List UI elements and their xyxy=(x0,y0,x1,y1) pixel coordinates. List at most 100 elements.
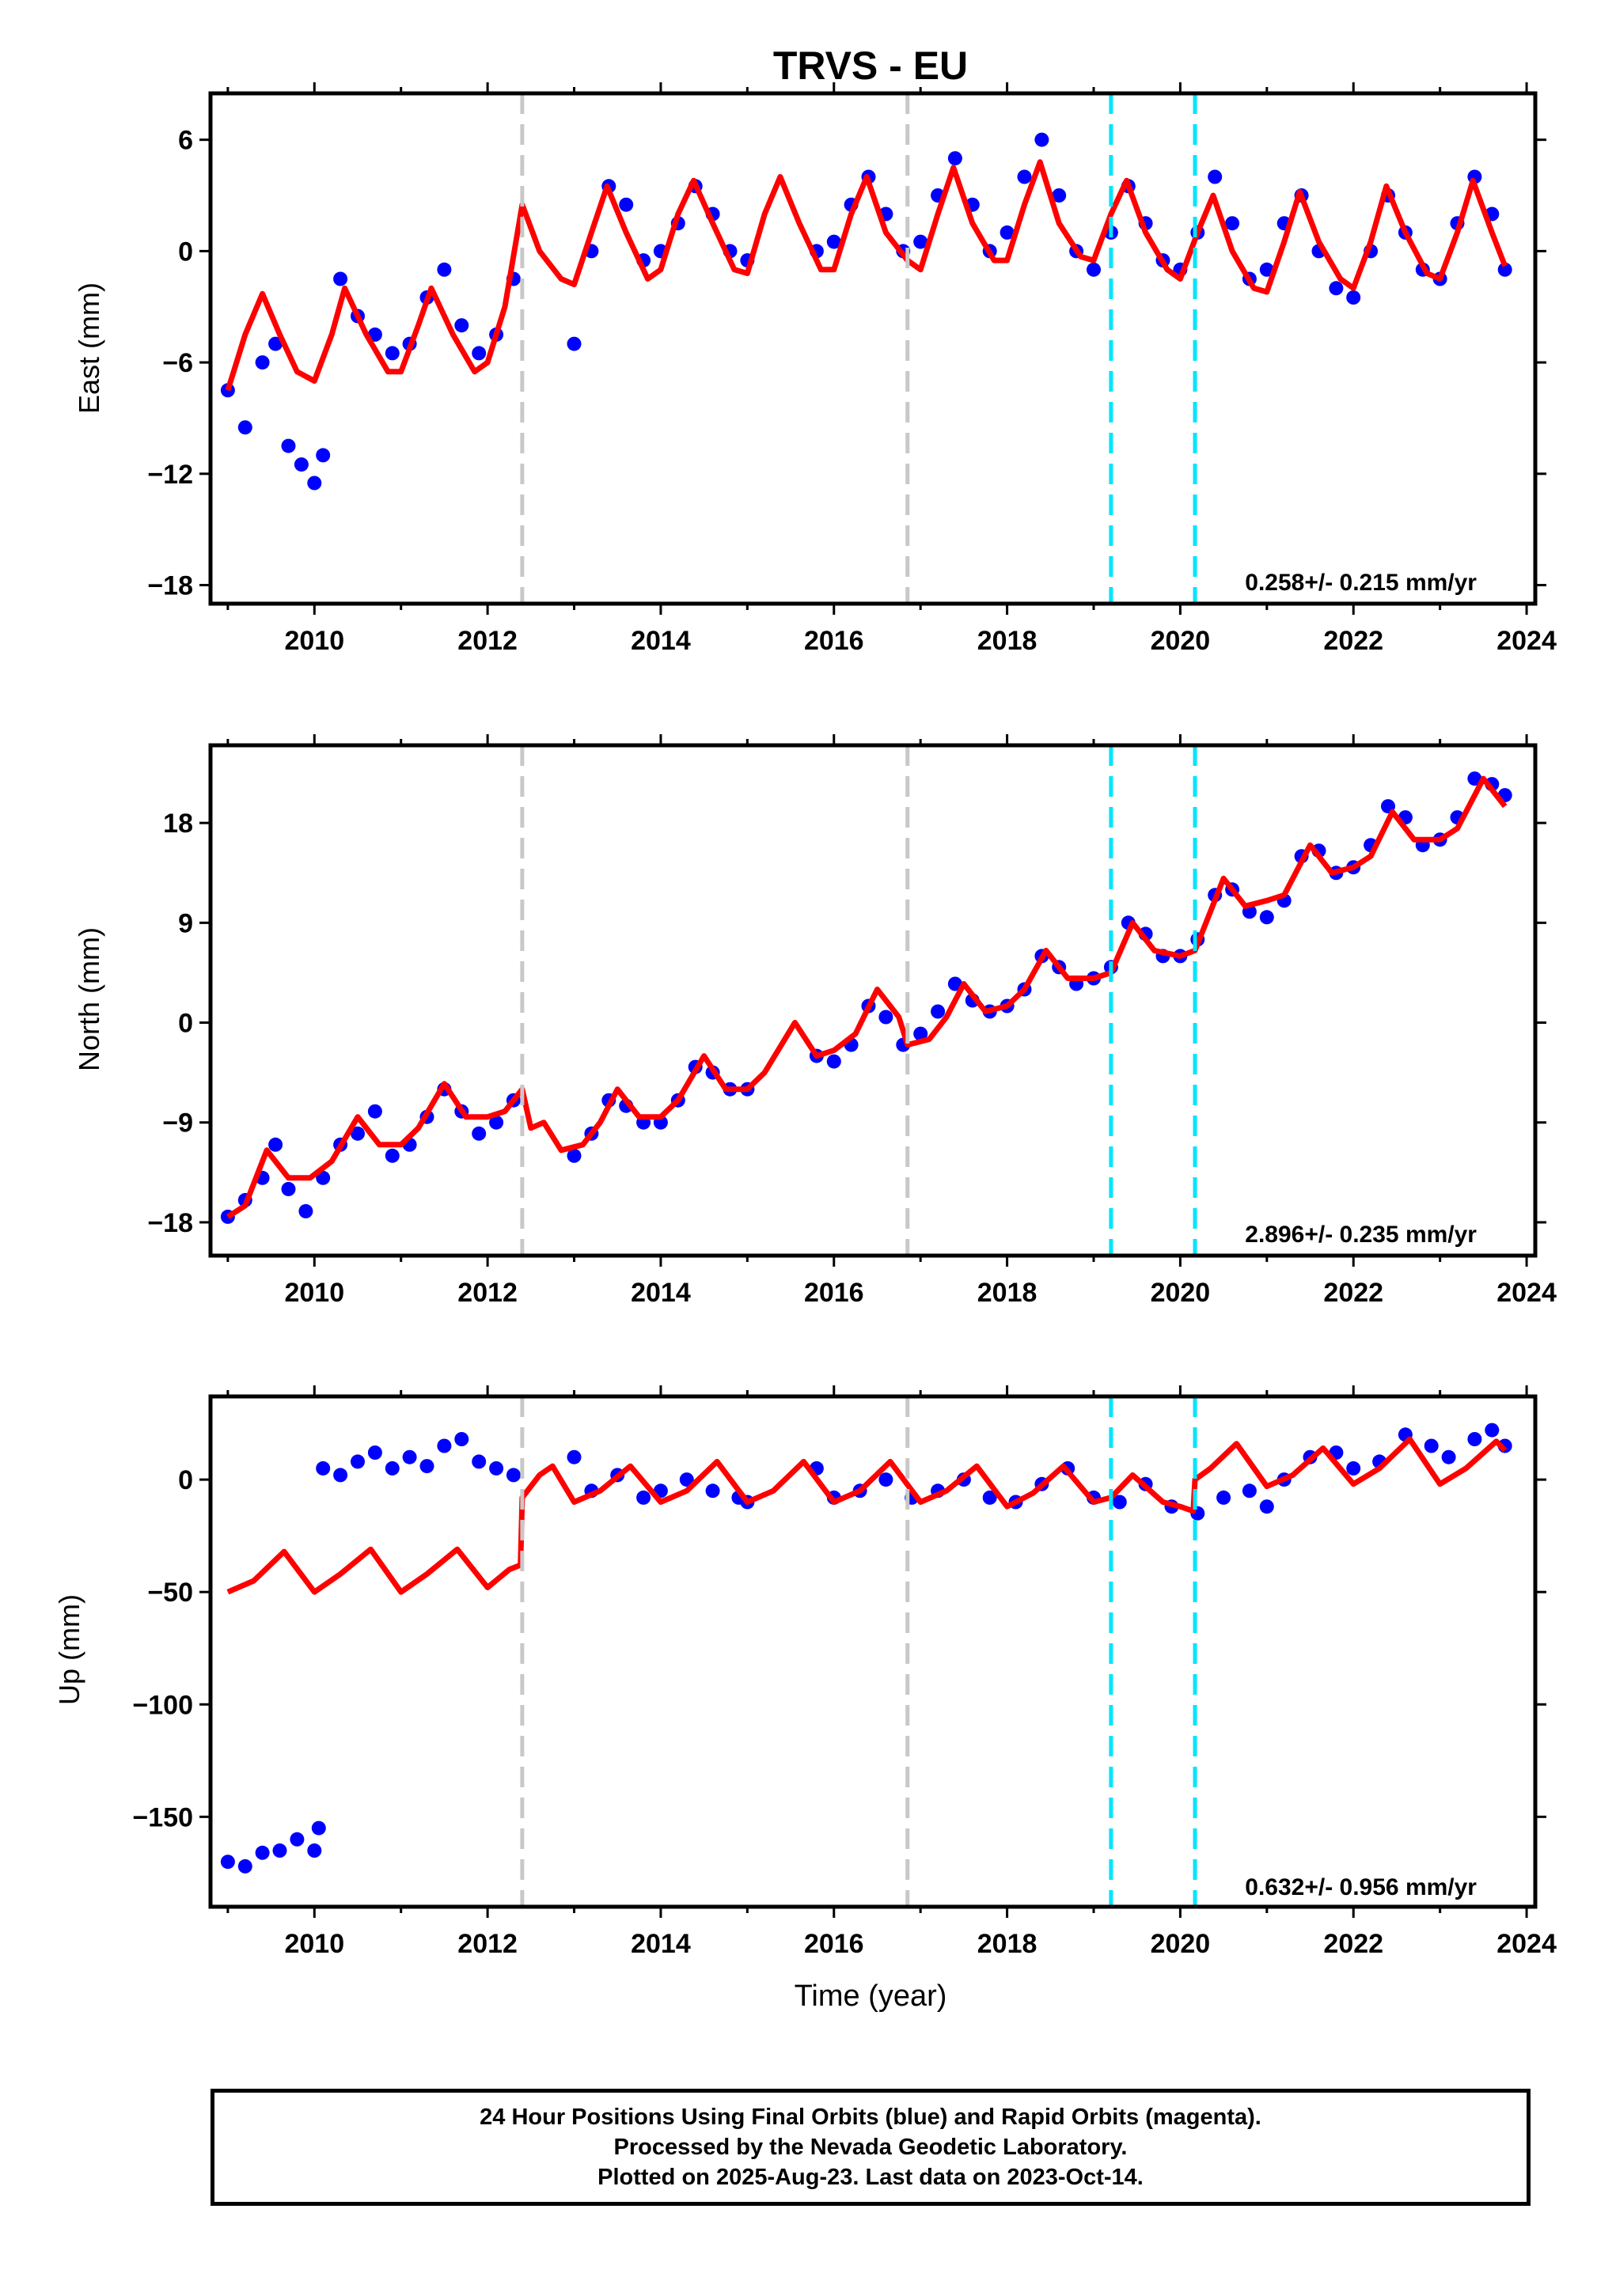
north-data-point xyxy=(472,1126,487,1141)
east-data-point xyxy=(1000,225,1015,240)
up-data-point xyxy=(385,1461,400,1476)
east-y-axis-label: East (mm) xyxy=(73,282,105,414)
east-data-point xyxy=(1208,169,1223,184)
east-x-tick-label: 2022 xyxy=(1323,626,1383,656)
north-data-point xyxy=(298,1203,313,1218)
up-data-point xyxy=(1467,1432,1482,1446)
east-data-point xyxy=(385,346,400,361)
east-x-tick-label: 2024 xyxy=(1496,626,1557,656)
east-data-point xyxy=(255,355,270,370)
north-x-tick-label: 2010 xyxy=(284,1278,344,1308)
east-plot-area xyxy=(220,132,1512,491)
east-data-point xyxy=(472,346,487,361)
up-data-point xyxy=(307,1843,322,1858)
up-data-point xyxy=(237,1858,252,1874)
east-x-tick-label: 2010 xyxy=(284,626,344,656)
north-data-point xyxy=(878,1010,893,1025)
east-data-point xyxy=(947,151,962,166)
footer-line-processed: Processed by the Nevada Geodetic Laborat… xyxy=(613,2135,1128,2160)
up-data-point xyxy=(437,1438,452,1453)
north-data-point xyxy=(913,1026,928,1041)
east-x-tick-label: 2020 xyxy=(1151,626,1211,656)
up-data-point xyxy=(1112,1495,1127,1510)
east-x-tick-label: 2016 xyxy=(804,626,864,656)
up-data-point xyxy=(567,1449,582,1464)
up-data-point xyxy=(255,1845,270,1860)
up-data-point xyxy=(506,1468,521,1483)
north-y-tick-label: 18 xyxy=(163,809,193,839)
up-data-point xyxy=(679,1472,694,1487)
north-data-point xyxy=(1467,771,1482,786)
east-data-point xyxy=(1034,132,1049,147)
up-data-point xyxy=(489,1461,504,1476)
north-model-line xyxy=(226,775,1508,1219)
up-data-point xyxy=(333,1468,348,1483)
up-data-point xyxy=(316,1461,331,1476)
north-data-point xyxy=(826,1054,841,1069)
up-x-tick-label: 2018 xyxy=(977,1929,1037,1959)
up-rate-label: 0.632+/- 0.956 mm/yr xyxy=(1245,1874,1477,1900)
up-data-point xyxy=(1441,1449,1456,1464)
north-data-point xyxy=(385,1148,400,1163)
footer-line-orbits: 24 Hour Positions Using Final Orbits (bl… xyxy=(480,2105,1261,2130)
north-frame xyxy=(208,743,1538,1258)
north-data-point xyxy=(1259,910,1274,925)
north-data-point xyxy=(567,1148,582,1163)
east-frame xyxy=(208,91,1538,606)
east-data-point xyxy=(913,234,928,249)
up-x-tick-label: 2024 xyxy=(1496,1929,1557,1959)
up-data-point xyxy=(1346,1461,1361,1476)
east-data-point xyxy=(294,457,309,472)
up-data-point xyxy=(1216,1490,1231,1505)
east-y-tick-label: −18 xyxy=(147,571,193,601)
east-data-point xyxy=(307,475,322,491)
north-x-tick-label: 2018 xyxy=(977,1278,1037,1308)
north-y-tick-label: 9 xyxy=(178,908,193,938)
up-data-point xyxy=(220,1855,235,1870)
up-x-tick-label: 2016 xyxy=(804,1929,864,1959)
up-x-tick-label: 2014 xyxy=(631,1929,691,1959)
x-axis-label: Time (year) xyxy=(795,1980,947,2013)
north-plot-area xyxy=(220,771,1512,1224)
north-x-tick-label: 2014 xyxy=(631,1278,691,1308)
up-data-point xyxy=(419,1459,434,1474)
east-data-point xyxy=(1346,290,1361,305)
east-x-tick-label: 2018 xyxy=(977,626,1037,656)
north-data-point xyxy=(316,1170,331,1185)
north-x-tick-label: 2020 xyxy=(1151,1278,1211,1308)
up-frame xyxy=(208,1394,1538,1909)
east-data-point xyxy=(826,234,841,249)
east-rate-label: 0.258+/- 0.215 mm/yr xyxy=(1245,570,1477,596)
east-panel: East (mm) 0.258+/- 0.215 mm/yr 2010 2012 2… xyxy=(73,82,1557,656)
east-data-point xyxy=(316,448,331,463)
up-y-axis-label: Up (mm) xyxy=(53,1594,85,1705)
east-data-point xyxy=(1329,281,1344,296)
north-data-point xyxy=(931,1004,946,1019)
east-x-tick-label: 2012 xyxy=(457,626,518,656)
up-y-tick-label: −150 xyxy=(132,1802,193,1832)
north-data-point xyxy=(489,1115,504,1130)
east-y-tick-label: 0 xyxy=(178,237,193,267)
east-data-point xyxy=(619,197,634,212)
up-x-tick-label: 2012 xyxy=(457,1929,518,1959)
footer-line-plotted: Plotted on 2025-Aug-23. Last data on 202… xyxy=(597,2165,1144,2190)
east-data-point xyxy=(268,336,283,351)
north-x-tick-label: 2024 xyxy=(1496,1278,1557,1308)
up-data-point xyxy=(454,1432,469,1446)
footer-caption-box: 24 Hour Positions Using Final Orbits (bl… xyxy=(211,2089,1531,2206)
up-data-point xyxy=(472,1454,487,1469)
up-x-tick-label: 2010 xyxy=(284,1929,344,1959)
up-plot-area xyxy=(220,1423,1512,1874)
north-data-point xyxy=(367,1104,382,1119)
chart-title: TRVS - EU xyxy=(773,44,968,88)
up-data-point xyxy=(290,1832,305,1847)
north-y-tick-label: 0 xyxy=(178,1009,193,1039)
up-data-point xyxy=(351,1454,365,1469)
up-data-point xyxy=(705,1483,720,1498)
east-data-point xyxy=(437,262,452,277)
north-data-point xyxy=(281,1181,296,1196)
north-data-point xyxy=(268,1137,283,1152)
up-x-tick-label: 2022 xyxy=(1323,1929,1383,1959)
up-data-point xyxy=(982,1490,997,1505)
